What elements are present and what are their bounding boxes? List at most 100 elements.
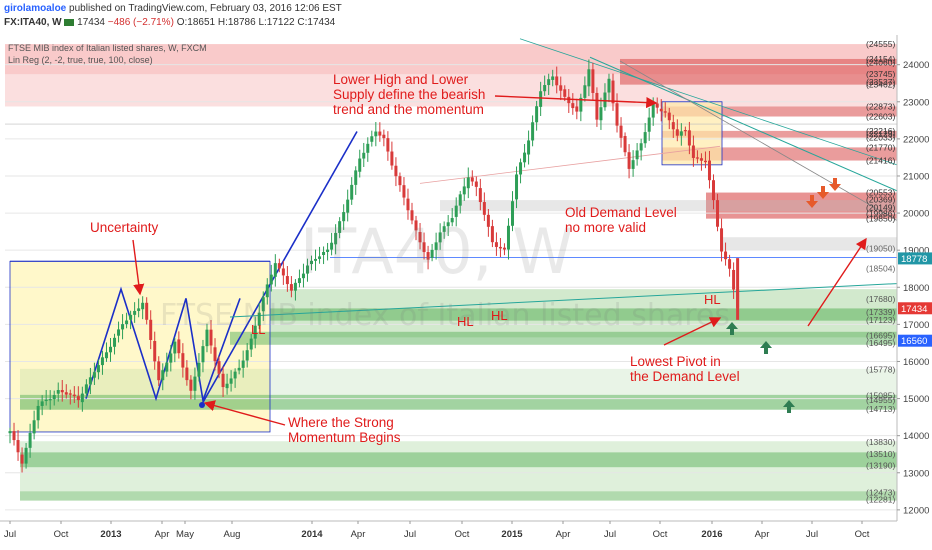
candle-body xyxy=(691,145,695,158)
candle-body xyxy=(281,268,285,276)
candle-body xyxy=(370,136,374,142)
candle-body xyxy=(193,376,197,391)
x-tick-label: Apr xyxy=(351,529,366,540)
candle-body xyxy=(330,242,334,250)
candle-body xyxy=(249,338,253,350)
candle-body xyxy=(12,431,16,441)
candle-body xyxy=(535,106,539,123)
candle-body xyxy=(671,122,675,130)
y-axis-bg xyxy=(897,35,932,521)
level-label: (22033) xyxy=(866,133,895,143)
candle-body xyxy=(310,260,313,265)
level-label: (16495) xyxy=(866,338,895,348)
x-tick-label: Oct xyxy=(653,529,668,540)
level-label: (13190) xyxy=(866,461,895,471)
level-label: (22873) xyxy=(866,101,895,111)
candle-body xyxy=(253,325,257,339)
candle-body xyxy=(490,226,494,243)
candle-body xyxy=(410,210,414,221)
arrow-target xyxy=(807,237,867,327)
candle-body xyxy=(36,405,40,421)
x-tick-label: 2013 xyxy=(100,529,121,540)
level-label: (13830) xyxy=(866,437,895,447)
candle-body xyxy=(515,174,519,200)
candle-body xyxy=(667,112,671,121)
candle-body xyxy=(104,352,108,359)
candle-body xyxy=(724,251,728,260)
candle-body xyxy=(519,162,523,175)
candle-body xyxy=(474,181,478,187)
y-tick-label: 22000 xyxy=(903,134,929,145)
arrow-lowest-pivot xyxy=(663,317,722,346)
y-tick-label: 24000 xyxy=(903,60,929,71)
candle-body xyxy=(422,242,426,253)
candle-body xyxy=(169,353,173,363)
level-label: (14955) xyxy=(866,395,895,405)
low-value: L:17122 xyxy=(258,17,295,28)
level-label: (14713) xyxy=(866,404,895,414)
up-arrow-1 xyxy=(726,322,738,335)
close-value: C:17434 xyxy=(297,17,336,28)
candle-body xyxy=(394,165,398,177)
candle-body xyxy=(647,117,651,132)
candle-body xyxy=(117,329,121,336)
candle-body xyxy=(88,377,92,385)
candle-body xyxy=(571,103,575,109)
level-label: (19850) xyxy=(866,214,895,224)
candle-body xyxy=(583,85,587,98)
uncertainty-box xyxy=(9,260,271,433)
candle-body xyxy=(301,273,305,279)
price-tag-bg xyxy=(898,252,932,265)
level-label: (20149) xyxy=(866,203,895,213)
x-tick-label: Jul xyxy=(404,529,416,540)
x-tick-label: 2014 xyxy=(301,529,323,540)
uncertainty-note: Uncertainty xyxy=(90,220,159,235)
candle-body xyxy=(695,157,699,159)
author-link[interactable]: girolamoaloe xyxy=(4,3,67,14)
candle-body xyxy=(273,263,277,277)
level-label: (17123) xyxy=(866,315,895,325)
candle-body xyxy=(366,143,370,153)
x-tick-label: Apr xyxy=(755,529,770,540)
candle-body xyxy=(587,69,591,87)
candle-body xyxy=(8,431,12,434)
linreg-indicator[interactable]: Lin Reg (2, -2, true, true, 100, close) xyxy=(8,55,153,65)
candle-body xyxy=(659,108,663,112)
candle-body xyxy=(716,200,720,227)
candle-body xyxy=(100,357,104,366)
candle-body xyxy=(446,222,450,227)
level-label: (23745) xyxy=(866,69,895,79)
candle-body xyxy=(64,392,68,395)
candle-body xyxy=(125,320,129,325)
candle-body xyxy=(687,130,691,146)
level-label: (20553) xyxy=(866,188,895,198)
channel-top xyxy=(519,38,898,166)
candle-body xyxy=(563,89,567,97)
lower-high-note: Lower High and Lower Supply define the be… xyxy=(333,72,486,117)
x-tick-label: Jul xyxy=(4,529,16,540)
candle-body xyxy=(651,103,655,118)
candle-body xyxy=(494,242,498,247)
level-label: (22129) xyxy=(866,129,895,139)
level-label: (20369) xyxy=(866,194,895,204)
y-tick-label: 23000 xyxy=(903,97,929,108)
candle-body xyxy=(643,132,647,144)
candle-body xyxy=(32,420,36,434)
demand-zone-12473 xyxy=(20,491,897,501)
candle-body xyxy=(506,225,510,250)
candle-body xyxy=(60,390,64,393)
supply-zone-mid-1 xyxy=(662,130,897,138)
candle-body xyxy=(418,232,422,243)
name-watermark: FTSE MIB index of Italian listed shares xyxy=(160,298,730,333)
candle-body xyxy=(498,246,502,249)
demand-zone-15085 xyxy=(20,394,897,410)
candle-body xyxy=(346,199,350,213)
candle-body xyxy=(599,107,603,121)
x-tick-label: 2015 xyxy=(501,529,523,540)
candle-body xyxy=(297,278,301,284)
candle-body xyxy=(52,395,56,400)
symbol-label[interactable]: FX:ITA40, W xyxy=(4,17,62,28)
candle-body xyxy=(442,226,446,232)
level-label: (19986) xyxy=(866,209,895,219)
